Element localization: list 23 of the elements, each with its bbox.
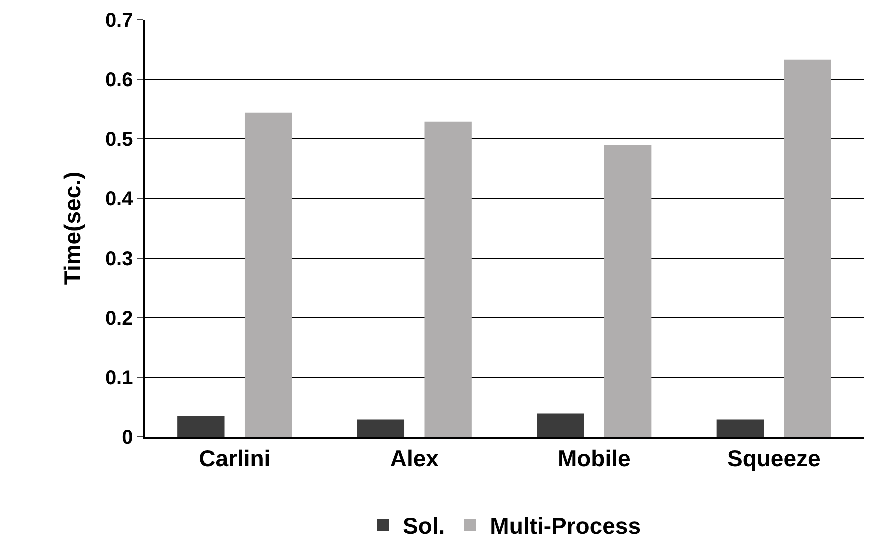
- y-tick-label: 0.1: [105, 367, 134, 390]
- legend-label: Multi-Process: [490, 513, 641, 540]
- bar: [604, 145, 652, 437]
- y-tick-label: 0.7: [105, 10, 134, 32]
- x-tick-label: Squeeze: [727, 445, 821, 472]
- y-tick-label: 0.4: [105, 188, 134, 211]
- bar: [537, 414, 584, 437]
- y-tick-label: 0.2: [105, 308, 134, 330]
- y-tick-label: 0.3: [105, 248, 134, 270]
- bar: [784, 60, 832, 437]
- y-tick-label: 0: [122, 427, 134, 449]
- bar: [178, 416, 225, 437]
- x-tick-label: Mobile: [558, 445, 631, 472]
- x-tick-label: Carlini: [199, 445, 271, 472]
- bar: [716, 420, 764, 437]
- bar: [357, 420, 405, 437]
- y-axis-title: Time(sec.): [59, 172, 86, 286]
- y-tick-label: 0.6: [105, 70, 134, 92]
- bar: [244, 112, 292, 437]
- bar: [424, 122, 472, 437]
- y-tick-label: 0.5: [105, 129, 134, 152]
- legend-label: Sol.: [403, 513, 446, 540]
- x-tick-label: Alex: [390, 445, 440, 472]
